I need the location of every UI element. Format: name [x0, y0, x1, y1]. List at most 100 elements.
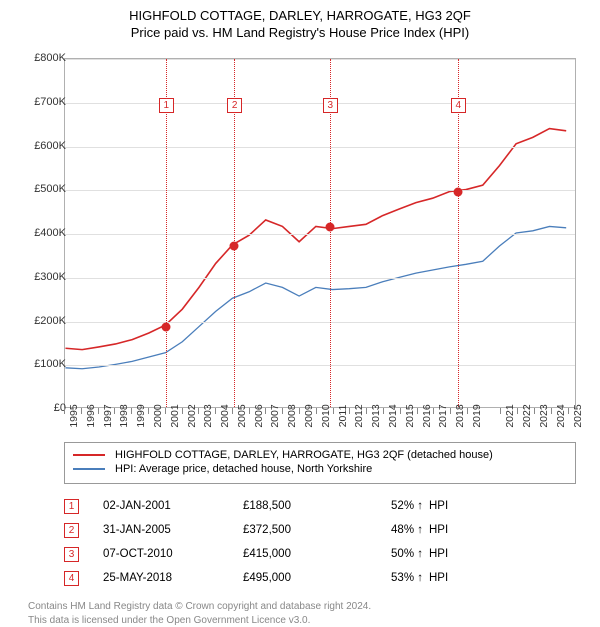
sales-pct: 48% ↑ [363, 524, 423, 536]
sales-row: 102-JAN-2001£188,50052% ↑HPI [64, 494, 576, 518]
sales-price: £188,500 [243, 500, 363, 512]
event-marker-box: 2 [227, 98, 242, 113]
x-tick [282, 408, 283, 414]
sales-marker: 2 [64, 523, 79, 538]
sales-price: £372,500 [243, 524, 363, 536]
title-main: HIGHFOLD COTTAGE, DARLEY, HARROGATE, HG3… [14, 8, 586, 23]
x-tick [148, 408, 149, 414]
gridline [65, 103, 575, 104]
x-tick [568, 408, 569, 414]
x-axis-label: 2013 [370, 404, 382, 427]
sales-pct: 53% ↑ [363, 572, 423, 584]
footer-line-2: This data is licensed under the Open Gov… [28, 614, 586, 627]
x-axis-label: 2023 [538, 404, 550, 427]
sales-row: 425-MAY-2018£495,00053% ↑HPI [64, 566, 576, 590]
x-tick [81, 408, 82, 414]
x-axis-label: 2009 [303, 404, 315, 427]
x-axis-label: 2025 [572, 404, 584, 427]
footer-attribution: Contains HM Land Registry data © Crown c… [28, 600, 586, 627]
x-tick [232, 408, 233, 414]
x-axis-label: 2018 [454, 404, 466, 427]
x-tick [517, 408, 518, 414]
y-axis-label: £700K [34, 96, 66, 108]
x-axis-label: 2022 [521, 404, 533, 427]
x-tick [198, 408, 199, 414]
x-tick [333, 408, 334, 414]
sales-date: 07-OCT-2010 [103, 548, 243, 560]
x-tick [165, 408, 166, 414]
x-axis-label: 1998 [118, 404, 130, 427]
x-axis-label: 1996 [85, 404, 97, 427]
legend-swatch [73, 468, 105, 470]
gridline [65, 190, 575, 191]
x-tick [383, 408, 384, 414]
x-tick [534, 408, 535, 414]
gridline [65, 322, 575, 323]
sales-hpi-label: HPI [423, 500, 473, 512]
chart-titles: HIGHFOLD COTTAGE, DARLEY, HARROGATE, HG3… [14, 8, 586, 40]
sales-marker: 4 [64, 571, 79, 586]
legend-swatch [73, 454, 105, 456]
x-axis-label: 2010 [320, 404, 332, 427]
series-line [65, 226, 566, 368]
x-tick [366, 408, 367, 414]
x-axis-label: 1997 [102, 404, 114, 427]
x-tick [249, 408, 250, 414]
x-tick [316, 408, 317, 414]
x-axis-label: 2006 [253, 404, 265, 427]
line-layer [65, 59, 575, 407]
legend-label: HPI: Average price, detached house, Nort… [115, 463, 372, 475]
x-tick [64, 408, 65, 414]
x-axis-label: 2005 [236, 404, 248, 427]
chart-area: 1234 £0£100K£200K£300K£400K£500K£600K£70… [14, 48, 584, 438]
sales-row: 231-JAN-2005£372,50048% ↑HPI [64, 518, 576, 542]
footer-line-1: Contains HM Land Registry data © Crown c… [28, 600, 586, 614]
x-axis-label: 2008 [286, 404, 298, 427]
x-axis-label: 1995 [68, 404, 80, 427]
x-tick [299, 408, 300, 414]
sales-pct: 50% ↑ [363, 548, 423, 560]
x-tick [215, 408, 216, 414]
sales-date: 02-JAN-2001 [103, 500, 243, 512]
sale-marker-dot [325, 223, 334, 232]
y-axis-label: £500K [34, 183, 66, 195]
x-axis-label: 2011 [337, 405, 349, 428]
sales-date: 31-JAN-2005 [103, 524, 243, 536]
legend-label: HIGHFOLD COTTAGE, DARLEY, HARROGATE, HG3… [115, 449, 493, 461]
x-axis-label: 1999 [135, 404, 147, 427]
y-axis-label: £400K [34, 227, 66, 239]
event-marker-box: 4 [451, 98, 466, 113]
sale-marker-dot [161, 322, 170, 331]
title-sub: Price paid vs. HM Land Registry's House … [14, 25, 586, 40]
x-tick [349, 408, 350, 414]
sale-marker-dot [453, 188, 462, 197]
x-tick [98, 408, 99, 414]
sale-marker-dot [230, 242, 239, 251]
x-tick [467, 408, 468, 414]
x-axis-label: 2016 [421, 404, 433, 427]
x-axis-label: 2002 [186, 404, 198, 427]
legend: HIGHFOLD COTTAGE, DARLEY, HARROGATE, HG3… [64, 442, 576, 484]
x-axis-label: 2015 [404, 404, 416, 427]
y-axis-label: £600K [34, 140, 66, 152]
gridline [65, 234, 575, 235]
gridline [65, 365, 575, 366]
x-tick [433, 408, 434, 414]
sales-price: £415,000 [243, 548, 363, 560]
x-axis-label: 2012 [353, 404, 365, 427]
x-tick [500, 408, 501, 414]
x-tick [131, 408, 132, 414]
chart-container: HIGHFOLD COTTAGE, DARLEY, HARROGATE, HG3… [0, 0, 600, 620]
x-axis-label: 2017 [437, 404, 449, 427]
series-line [65, 129, 566, 350]
x-tick [182, 408, 183, 414]
gridline [65, 147, 575, 148]
x-axis-label: 2001 [169, 404, 181, 427]
gridline [65, 278, 575, 279]
event-marker-box: 3 [323, 98, 338, 113]
x-tick [551, 408, 552, 414]
x-axis-label: 2003 [202, 404, 214, 427]
y-axis-label: £300K [34, 271, 66, 283]
plot-area: 1234 [64, 58, 576, 408]
x-tick [450, 408, 451, 414]
